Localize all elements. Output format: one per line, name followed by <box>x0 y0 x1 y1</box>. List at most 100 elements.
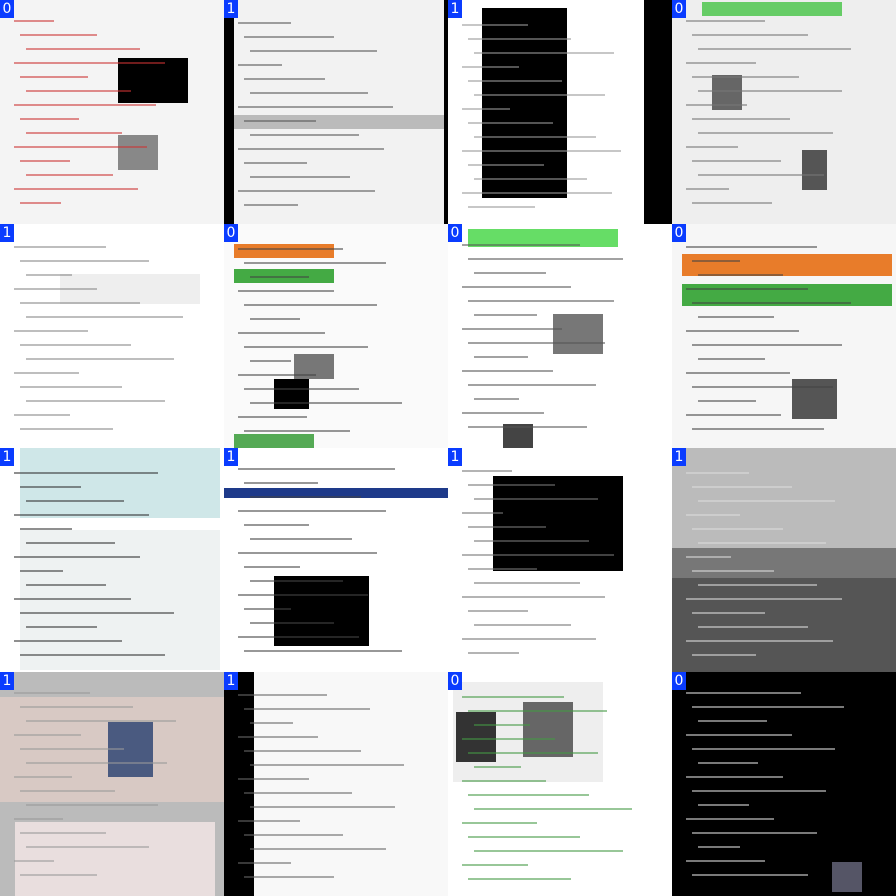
text-line <box>14 556 140 558</box>
text-line <box>692 748 835 750</box>
text-line <box>14 246 106 248</box>
text-line <box>462 370 553 372</box>
text-line <box>14 104 156 106</box>
text-line <box>238 148 384 150</box>
text-line <box>26 316 183 318</box>
text-line <box>468 752 598 754</box>
thumbnail: 0 <box>672 0 896 224</box>
text-line <box>238 416 307 418</box>
text-line <box>244 430 350 432</box>
image-region <box>20 448 220 518</box>
thumbnail: 0 <box>224 224 448 448</box>
text-line <box>14 146 147 148</box>
text-line <box>238 510 386 512</box>
thumbnail: 0 <box>672 224 896 448</box>
text-line <box>686 734 792 736</box>
thumbnail: 0 <box>0 0 224 224</box>
image-region <box>118 135 158 170</box>
text-line <box>692 202 772 204</box>
text-line <box>244 304 377 306</box>
text-line <box>244 792 352 794</box>
text-line <box>468 794 589 796</box>
text-line <box>250 276 309 278</box>
text-line <box>238 468 395 470</box>
text-line <box>692 486 792 488</box>
text-line <box>26 500 124 502</box>
text-line <box>692 706 844 708</box>
text-line <box>692 76 799 78</box>
text-line <box>20 570 63 572</box>
text-line <box>244 566 300 568</box>
text-line <box>26 720 176 722</box>
text-line <box>686 246 817 248</box>
text-line <box>238 778 309 780</box>
text-line <box>468 836 580 838</box>
text-line <box>474 314 537 316</box>
image-region <box>118 58 188 103</box>
text-line <box>20 790 115 792</box>
text-line <box>244 262 386 264</box>
text-line <box>462 780 546 782</box>
text-line <box>698 500 835 502</box>
text-line <box>692 344 842 346</box>
text-line <box>468 342 605 344</box>
text-line <box>14 414 70 416</box>
text-line <box>250 92 368 94</box>
text-line <box>468 878 571 880</box>
text-line <box>238 248 343 250</box>
text-line <box>692 160 781 162</box>
text-line <box>20 260 149 262</box>
text-line <box>20 874 97 876</box>
text-line <box>698 174 824 176</box>
text-line <box>20 748 124 750</box>
text-line <box>692 118 790 120</box>
text-line <box>14 20 54 22</box>
image-region <box>802 150 827 190</box>
text-line <box>238 332 325 334</box>
text-line <box>698 542 826 544</box>
text-line <box>698 720 767 722</box>
text-line <box>474 498 598 500</box>
text-line <box>468 526 546 528</box>
text-line <box>20 34 97 36</box>
text-line <box>250 402 402 404</box>
text-line <box>20 160 70 162</box>
text-line <box>686 62 756 64</box>
text-line <box>26 174 113 176</box>
text-line <box>238 636 359 638</box>
text-line <box>244 120 316 122</box>
class-label: 0 <box>672 672 686 690</box>
text-line <box>244 876 334 878</box>
image-region <box>234 244 334 258</box>
text-line <box>462 286 571 288</box>
class-label: 1 <box>448 0 462 18</box>
image-region <box>456 712 496 762</box>
text-line <box>14 860 54 862</box>
class-label: 0 <box>448 224 462 242</box>
text-line <box>698 274 783 276</box>
text-line <box>238 374 316 376</box>
text-line <box>244 524 309 526</box>
text-line <box>238 64 282 66</box>
text-line <box>686 776 783 778</box>
text-line <box>244 750 361 752</box>
class-label: 0 <box>448 672 462 690</box>
text-line <box>692 302 851 304</box>
text-line <box>686 20 765 22</box>
text-line <box>14 692 90 694</box>
thumbnail: 1 <box>448 0 672 224</box>
image-region <box>15 822 215 896</box>
text-line <box>250 318 300 320</box>
thumbnail-image <box>14 20 188 204</box>
thumbnail-image <box>686 692 862 892</box>
text-line <box>250 764 404 766</box>
text-line <box>14 372 79 374</box>
text-line <box>14 288 97 290</box>
image-region <box>553 314 603 354</box>
image-region <box>274 576 369 646</box>
class-label: 1 <box>0 224 14 242</box>
text-line <box>244 608 291 610</box>
text-line <box>20 486 81 488</box>
text-line <box>474 178 587 180</box>
text-line <box>692 260 740 262</box>
